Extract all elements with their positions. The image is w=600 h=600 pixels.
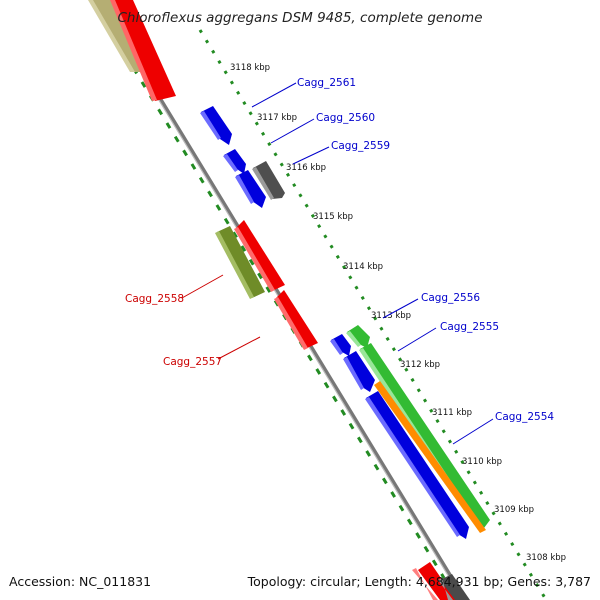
accession-text: Accession: NC_011831: [9, 574, 151, 589]
kbp-label: 3116 kbp: [286, 163, 326, 173]
kbp-label: 3109 kbp: [494, 505, 534, 515]
kbp-label: 3110 kbp: [462, 457, 502, 467]
kbp-label: 3108 kbp: [526, 553, 566, 563]
map-title: Chloroflexus aggregans DSM 9485, complet…: [117, 10, 482, 26]
gene-label-cagg-2558[interactable]: Cagg_2558: [125, 293, 184, 305]
gene-label-cagg-2557[interactable]: Cagg_2557: [163, 356, 222, 368]
gene-blue-cagg-2560b[interactable]: [235, 170, 266, 208]
gene-red-top[interactable]: [110, 0, 176, 101]
gene-blue-cagg-2555-a[interactable]: [343, 351, 375, 392]
gene-olive-cagg-2558[interactable]: [215, 226, 265, 299]
leader-line: [181, 274, 224, 299]
leader-line: [251, 82, 297, 108]
kbp-label: 3114 kbp: [343, 262, 383, 272]
gene-blue-cagg-2560[interactable]: [223, 149, 246, 174]
gene-label-cagg-2555[interactable]: Cagg_2555: [440, 321, 499, 333]
gene-grey-cagg-2559[interactable]: [252, 161, 285, 200]
gene-blue-cagg-2554[interactable]: [365, 391, 469, 539]
kbp-label: 3117 kbp: [257, 113, 297, 123]
kbp-label: 3111 kbp: [432, 408, 472, 418]
leader-line: [452, 418, 494, 445]
leader-line: [270, 118, 315, 144]
gene-blue-cagg-2561[interactable]: [200, 106, 232, 145]
kbp-label: 3118 kbp: [230, 63, 270, 73]
forward-ruler-track: [198, 29, 547, 599]
kbp-label: 3112 kbp: [400, 360, 440, 370]
gene-red-bottom[interactable]: [412, 562, 456, 600]
gene-label-cagg-2554[interactable]: Cagg_2554: [495, 411, 554, 423]
gene-label-cagg-2556[interactable]: Cagg_2556: [421, 292, 480, 304]
gene-red-cagg-2558[interactable]: [234, 220, 285, 292]
leader-line: [217, 336, 261, 360]
gene-green-cagg-2556[interactable]: [346, 325, 370, 348]
leader-line: [382, 298, 419, 319]
kbp-scale-labels: 3118 kbp 3117 kbp 3116 kbp 3115 kbp 3114…: [230, 63, 566, 563]
gene-grey-bottom[interactable]: [438, 574, 470, 600]
gene-label-cagg-2561[interactable]: Cagg_2561: [297, 77, 356, 89]
kbp-label: 3115 kbp: [313, 212, 353, 222]
reverse-ruler-track: [90, 0, 446, 579]
gene-label-cagg-2559[interactable]: Cagg_2559: [331, 140, 390, 152]
leader-line: [397, 327, 437, 352]
kbp-label: 3113 kbp: [371, 311, 411, 321]
forward-gene-labels: Cagg_2561 Cagg_2560 Cagg_2559 Cagg_2556 …: [251, 77, 554, 445]
gene-orange-cagg-2554[interactable]: [374, 381, 486, 533]
gene-green-cagg-2555[interactable]: [359, 343, 490, 530]
gene-blue-cagg-2556[interactable]: [330, 334, 351, 356]
gene-label-cagg-2560[interactable]: Cagg_2560: [316, 112, 375, 124]
genome-summary-text: Topology: circular; Length: 4,684,931 bp…: [247, 574, 591, 589]
leader-line: [292, 146, 330, 165]
reverse-gene-labels: Cagg_2558 Cagg_2557: [125, 274, 261, 368]
gene-red-cagg-2557[interactable]: [274, 290, 318, 350]
